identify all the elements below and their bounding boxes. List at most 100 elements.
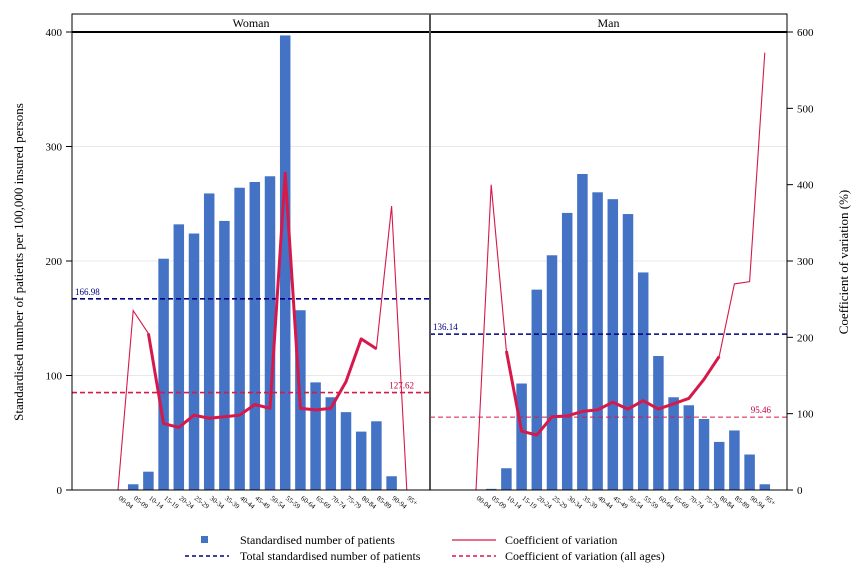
y-tick-label-right: 500 xyxy=(797,103,814,115)
bar xyxy=(713,441,725,490)
bar xyxy=(188,233,200,490)
y-axis-title-right: Coefficient of variation (%) xyxy=(836,190,851,335)
x-tick-label: 00-04 xyxy=(117,494,135,511)
x-tick-label: 25-29 xyxy=(193,494,211,511)
x-tick-label: 25-29 xyxy=(551,494,569,511)
y-tick-label-left: 100 xyxy=(46,371,63,383)
x-tick-label: 55-59 xyxy=(642,494,660,511)
bar xyxy=(279,35,291,491)
x-tick-label: 15-19 xyxy=(162,494,180,511)
x-tick-label: 05-09 xyxy=(132,494,150,511)
y-tick-label-right: 600 xyxy=(797,27,814,39)
x-tick-label: 05-09 xyxy=(490,494,508,511)
x-tick-label: 75-79 xyxy=(703,494,721,511)
legend: Standardised number of patients Coefficie… xyxy=(185,533,665,563)
x-tick-label: 85-89 xyxy=(733,494,751,511)
legend-swatch xyxy=(201,536,208,543)
x-tick-label: 10-14 xyxy=(147,494,165,511)
bar xyxy=(143,471,154,490)
bar xyxy=(683,405,695,490)
bar xyxy=(501,468,512,490)
x-tick-label: 45-49 xyxy=(254,494,272,511)
x-tick-label: 60-64 xyxy=(299,494,317,511)
bar xyxy=(203,193,215,490)
x-tick-label: 70-74 xyxy=(688,494,706,511)
y-tick-label-right: 0 xyxy=(797,485,803,497)
x-tick-label: 65-69 xyxy=(314,494,332,511)
bar xyxy=(622,214,634,490)
y-tick-label-right: 100 xyxy=(797,409,814,421)
bar xyxy=(759,484,771,490)
legend-label: Coefficient of variation xyxy=(505,533,617,547)
cv-line-bold xyxy=(504,350,721,437)
bar xyxy=(516,383,527,490)
y-tick-label-right: 200 xyxy=(797,332,814,344)
x-tick-label: 90-94 xyxy=(390,494,408,511)
y-tick-label-left: 200 xyxy=(46,256,63,268)
panel-man: 136.14 95.46 Man 00-0405-0910-1415-1920-242… xyxy=(429,13,788,511)
bar xyxy=(531,289,543,490)
x-tick-label: 30-34 xyxy=(566,494,584,511)
bar xyxy=(173,224,185,491)
bar xyxy=(637,272,649,490)
x-tick-label: 80-84 xyxy=(718,494,736,511)
bar xyxy=(698,419,710,490)
cv-all-label: 95.46 xyxy=(751,405,772,415)
bar xyxy=(249,181,261,490)
x-tick-label: 50-54 xyxy=(627,494,645,511)
bar xyxy=(371,421,382,490)
y-tick-label-right: 400 xyxy=(797,180,814,192)
y-tick-label-right: 300 xyxy=(797,256,814,268)
bar xyxy=(607,199,619,491)
bar xyxy=(577,173,588,491)
x-tick-label: 30-34 xyxy=(208,494,226,511)
x-tick-label: 40-44 xyxy=(596,494,614,511)
x-tick-label: 35-39 xyxy=(223,494,241,511)
legend-label: Standardised number of patients xyxy=(240,533,395,547)
x-tick-label: 10-14 xyxy=(505,494,523,511)
bar xyxy=(310,382,321,490)
bar xyxy=(340,412,352,490)
bar xyxy=(234,187,245,490)
x-tick-label: 35-39 xyxy=(581,494,599,511)
bar xyxy=(127,484,139,490)
bar xyxy=(592,192,603,491)
x-tick-label: 80-84 xyxy=(360,494,378,511)
legend-label: Total standardised number of patients xyxy=(240,549,421,563)
x-tick-label: 95+ xyxy=(764,494,778,507)
bar xyxy=(219,220,230,491)
bar xyxy=(325,397,337,490)
panel-title: Woman xyxy=(232,16,269,30)
x-tick-label: 20-24 xyxy=(536,494,554,511)
x-tick-label: 40-44 xyxy=(238,494,256,511)
x-tick-label: 75-79 xyxy=(345,494,363,511)
y-tick-label-left: 400 xyxy=(46,27,63,39)
y-axis-title-left: Standardised number of patients per 100,… xyxy=(11,103,26,421)
x-tick-label: 50-54 xyxy=(269,494,287,511)
x-tick-label: 90-94 xyxy=(748,494,766,511)
x-tick-label: 70-74 xyxy=(330,494,348,511)
panel-woman: 166.98127.62Woman00-0405-0910-1415-1920-… xyxy=(71,13,431,511)
x-tick-label: 00-04 xyxy=(475,494,493,511)
bar xyxy=(653,356,664,490)
y-tick-label-left: 0 xyxy=(57,485,63,497)
legend-label: Coefficient of variation (all ages) xyxy=(505,549,665,563)
bar xyxy=(744,454,755,490)
bar xyxy=(668,397,679,490)
x-tick-label: 60-64 xyxy=(657,494,675,511)
x-tick-label: 15-19 xyxy=(520,494,538,511)
total-label: 166.98 xyxy=(75,287,100,297)
bar xyxy=(546,255,558,490)
bar xyxy=(158,258,169,490)
x-tick-label: 45-49 xyxy=(612,494,630,511)
total-label: 136.14 xyxy=(433,322,458,332)
bar xyxy=(264,176,276,490)
cv-line-bold xyxy=(146,171,378,429)
bar xyxy=(729,430,740,490)
bar xyxy=(386,476,397,490)
bar xyxy=(355,431,367,490)
x-tick-label: 65-69 xyxy=(672,494,690,511)
x-tick-label: 95+ xyxy=(406,494,420,507)
panel-title: Man xyxy=(598,16,620,30)
